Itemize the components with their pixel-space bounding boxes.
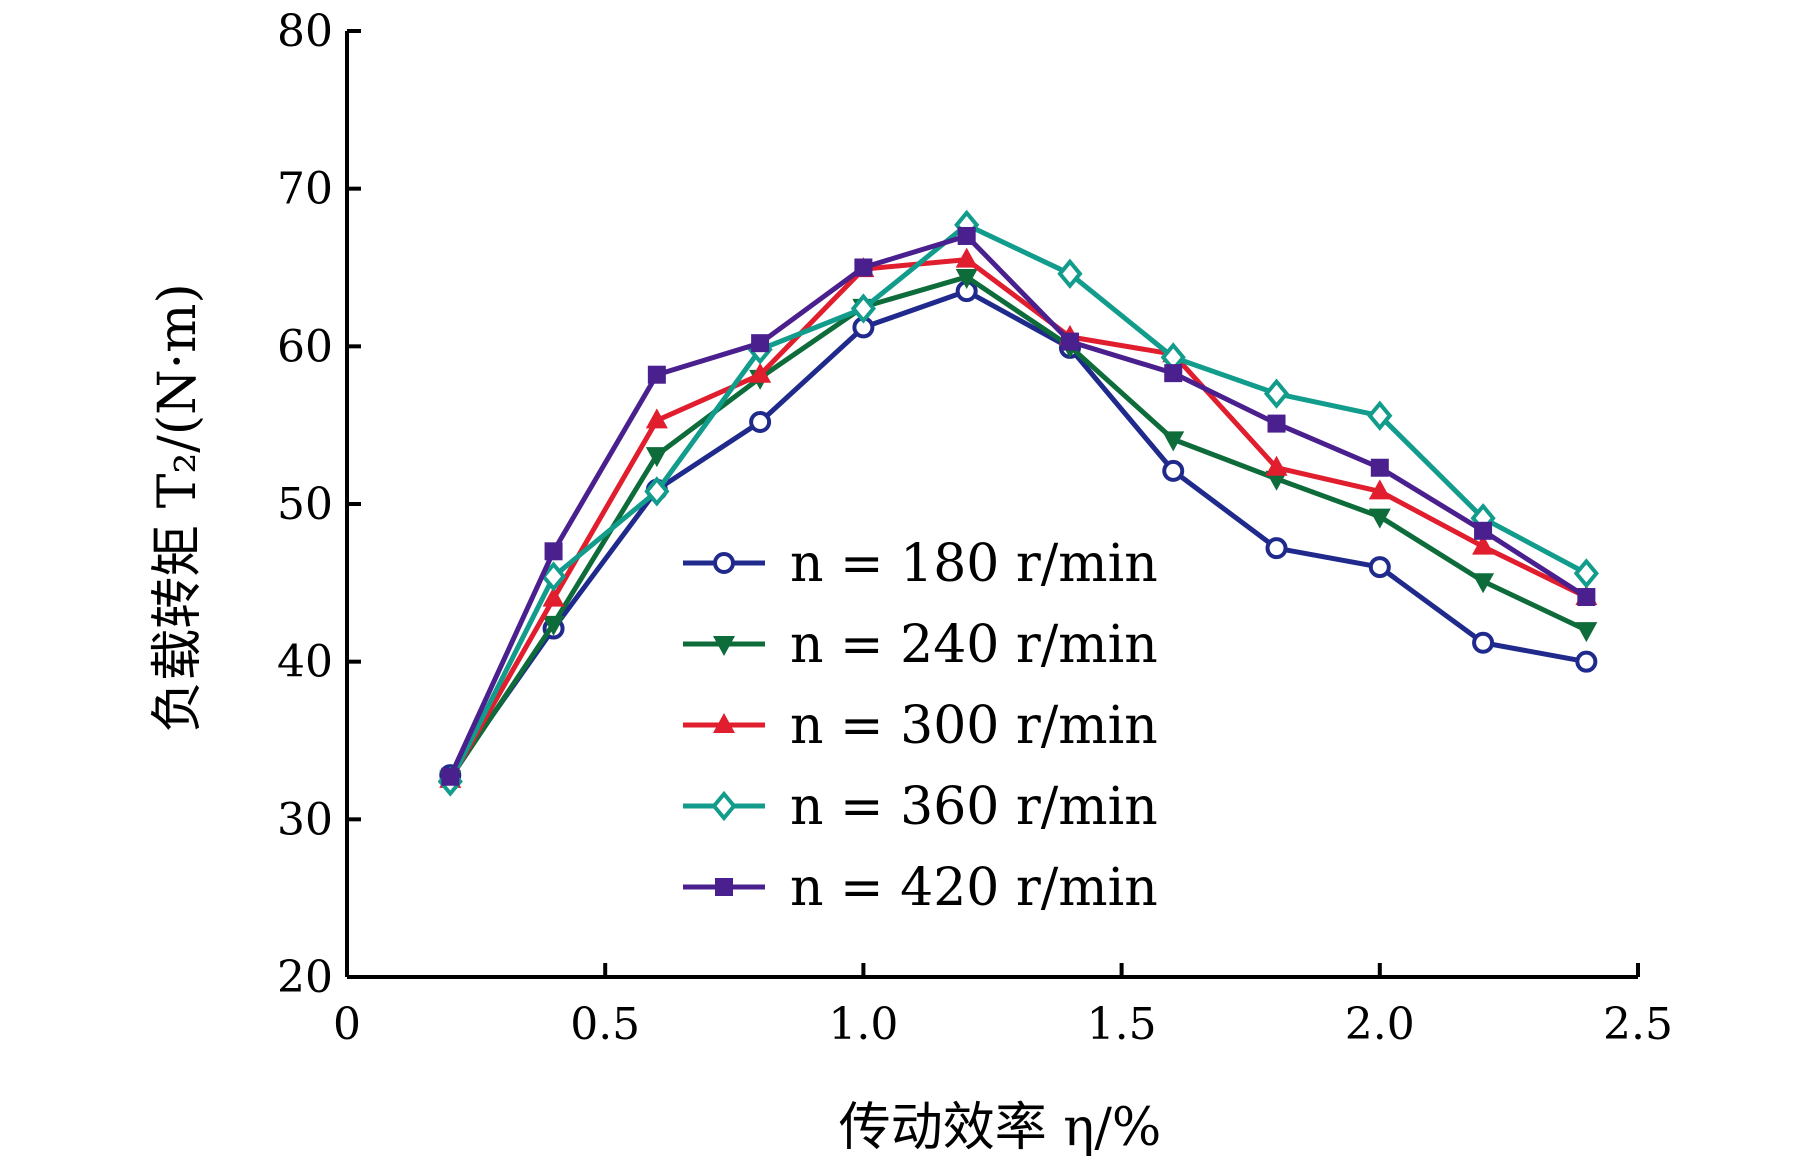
legend-label: n = 420 r/min [790, 858, 1158, 918]
data-point [1265, 470, 1288, 491]
data-point [1265, 537, 1288, 560]
legend-entry: n = 360 r/min [683, 777, 1158, 837]
data-point [1474, 521, 1493, 540]
data-point [749, 362, 772, 383]
legend-marker [711, 790, 737, 822]
data-point [1370, 458, 1389, 477]
data-point [1060, 332, 1079, 351]
data-point [1368, 508, 1391, 529]
data-point [957, 226, 976, 245]
data-point [647, 365, 666, 384]
legend-entry: n = 420 r/min [683, 858, 1158, 918]
series-5 [441, 226, 1596, 786]
x-tick-label: 0.5 [570, 999, 640, 1050]
data-point [1162, 459, 1185, 482]
data-point [544, 542, 563, 561]
y-tick-label: 80 [277, 6, 333, 57]
y-tick-label: 30 [277, 794, 333, 845]
data-point [1164, 364, 1183, 383]
series-line [448, 257, 1588, 782]
legend-label: n = 240 r/min [790, 615, 1158, 675]
legend-marker [713, 713, 735, 733]
data-point [1267, 414, 1286, 433]
data-point [1162, 431, 1185, 452]
data-point [1472, 573, 1495, 594]
data-point [854, 258, 873, 277]
data-point [1575, 650, 1598, 673]
data-point [1057, 258, 1083, 289]
data-point [955, 268, 978, 289]
data-point [542, 615, 565, 636]
legend-label: n = 360 r/min [790, 777, 1158, 837]
series-4 [437, 209, 1599, 797]
legend-label: n = 300 r/min [790, 696, 1158, 756]
data-point [1472, 534, 1495, 555]
data-point [644, 476, 670, 507]
y-tick-label: 70 [277, 164, 333, 215]
data-point [645, 408, 668, 429]
data-point [1265, 455, 1288, 476]
y-tick-label: 50 [277, 479, 333, 530]
x-tick-label: 1.0 [828, 999, 898, 1050]
data-point [1368, 556, 1391, 579]
data-point [1472, 631, 1495, 654]
data-point [1575, 622, 1598, 643]
legend-entry: n = 300 r/min [683, 696, 1158, 756]
axes: 20 30 40 50 60 70 80 0 0.5 1.0 1.5 2.0 2.5 [277, 6, 1673, 1050]
legend-marker [713, 636, 735, 656]
data-point [850, 293, 877, 324]
data-point [441, 767, 460, 786]
legend-marker [713, 552, 735, 574]
series-line [448, 274, 1588, 780]
data-point [1263, 378, 1290, 409]
data-point [1573, 558, 1599, 589]
legend-label: n = 180 r/min [790, 534, 1158, 594]
x-tick-label: 1.5 [1087, 999, 1157, 1050]
data-point [540, 561, 567, 592]
data-point [1368, 479, 1391, 500]
legend-marker [715, 878, 733, 896]
data-point [645, 447, 668, 468]
data-point [751, 334, 770, 353]
legend: n = 180 r/min n = 240 r/min n = 300 r/min n… [683, 534, 1158, 918]
series-line [448, 288, 1587, 777]
y-tick-label: 60 [277, 321, 333, 372]
x-axis-title: 传动效率 η/% [839, 1098, 1162, 1158]
series-layer [437, 209, 1599, 797]
y-tick-label: 40 [277, 637, 333, 688]
series-line [448, 222, 1588, 783]
y-axis-title: 负载转矩 T₂/(N·m) [148, 283, 208, 733]
series-line [448, 233, 1588, 778]
data-point [542, 586, 565, 607]
data-point [1577, 588, 1596, 607]
x-tick-label: 2.0 [1345, 999, 1415, 1050]
x-tick-label: 2.5 [1603, 999, 1673, 1050]
legend-entry: n = 240 r/min [683, 615, 1158, 675]
legend-entry: n = 180 r/min [683, 534, 1158, 594]
y-tick-label: 20 [277, 952, 333, 1003]
x-tick-label: 0 [333, 999, 361, 1050]
data-point [955, 247, 978, 268]
data-point [749, 411, 772, 434]
data-point [1367, 400, 1393, 431]
